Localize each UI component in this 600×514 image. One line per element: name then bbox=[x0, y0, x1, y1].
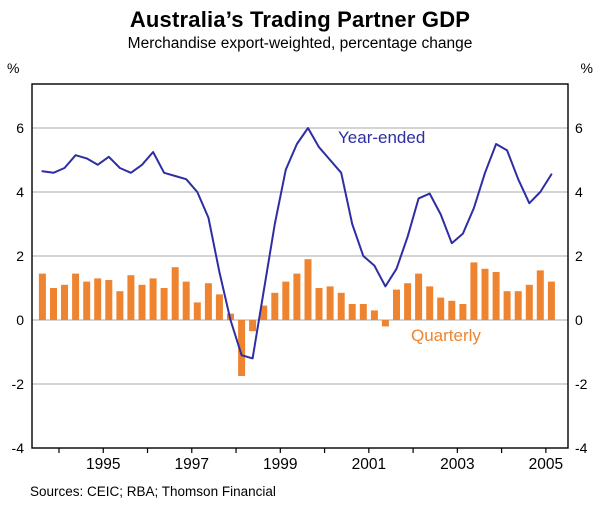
quarterly-bar bbox=[370, 310, 378, 320]
quarterly-bar bbox=[448, 300, 456, 320]
y-axis-label-right: 6 bbox=[575, 120, 583, 136]
quarterly-bar bbox=[393, 289, 400, 320]
quarterly-bar bbox=[492, 272, 500, 320]
annotation-year-ended: Year-ended bbox=[338, 128, 426, 147]
y-axis-unit-right: % bbox=[580, 60, 593, 76]
y-axis-label-left: 4 bbox=[16, 184, 24, 200]
quarterly-bar bbox=[127, 275, 135, 320]
quarterly-bar bbox=[503, 291, 511, 320]
plot-border bbox=[31, 83, 569, 449]
quarterly-bar bbox=[238, 320, 246, 376]
y-axis-label-right: 2 bbox=[575, 248, 583, 264]
quarterly-bar bbox=[138, 284, 146, 320]
quarterly-bar bbox=[160, 288, 168, 320]
chart-subtitle: Merchandise export-weighted, percentage … bbox=[127, 35, 473, 52]
quarterly-bar bbox=[470, 262, 478, 320]
quarterly-bar bbox=[105, 280, 113, 320]
quarterly-bar bbox=[72, 273, 80, 320]
quarterly-bar bbox=[171, 267, 179, 320]
quarterly-bar bbox=[381, 320, 389, 327]
quarterly-bar bbox=[182, 281, 190, 320]
x-axis-label: 2001 bbox=[352, 456, 386, 473]
y-axis-label-left: -4 bbox=[12, 440, 25, 456]
quarterly-bar bbox=[404, 283, 412, 320]
y-axis-label-left: 0 bbox=[16, 312, 24, 328]
y-axis-label-right: -2 bbox=[575, 376, 588, 392]
quarterly-bar bbox=[304, 259, 312, 320]
quarterly-bar bbox=[437, 297, 445, 320]
y-axis-label-right: -4 bbox=[575, 440, 588, 456]
quarterly-bar bbox=[426, 286, 434, 320]
y-axis-label-right: 0 bbox=[575, 312, 583, 328]
y-axis-unit-left: % bbox=[7, 60, 20, 76]
quarterly-bar bbox=[38, 273, 46, 320]
quarterly-bar bbox=[116, 291, 124, 320]
quarterly-bar bbox=[204, 283, 212, 320]
x-axis-label: 1999 bbox=[263, 456, 297, 473]
x-axis-label: 2005 bbox=[529, 456, 563, 473]
quarterly-bar bbox=[525, 284, 533, 320]
quarterly-bar bbox=[348, 304, 356, 320]
y-axis-label-left: -2 bbox=[12, 376, 25, 392]
quarterly-bar bbox=[215, 294, 223, 320]
quarterly-bar bbox=[359, 304, 367, 320]
quarterly-bar bbox=[271, 292, 279, 320]
x-axis-label: 1997 bbox=[175, 456, 209, 473]
quarterly-bar bbox=[61, 284, 68, 320]
quarterly-bar bbox=[94, 278, 102, 320]
quarterly-bar bbox=[293, 273, 301, 320]
year-ended-line bbox=[41, 127, 553, 360]
y-axis-label-left: 6 bbox=[16, 120, 24, 136]
quarterly-bar bbox=[415, 273, 423, 320]
quarterly-bar bbox=[282, 281, 290, 320]
sources-note: Sources: CEIC; RBA; Thomson Financial bbox=[30, 484, 276, 499]
quarterly-bar bbox=[193, 302, 201, 320]
quarterly-bar bbox=[83, 281, 91, 320]
y-axis-label-right: 4 bbox=[575, 184, 583, 200]
quarterly-bar bbox=[459, 304, 467, 320]
annotation-quarterly: Quarterly bbox=[411, 326, 481, 345]
quarterly-bar bbox=[514, 291, 522, 320]
quarterly-bar bbox=[337, 292, 345, 320]
quarterly-bar bbox=[547, 281, 555, 320]
quarterly-bar bbox=[536, 270, 544, 320]
quarterly-bar bbox=[481, 268, 489, 320]
quarterly-bar bbox=[249, 320, 257, 332]
quarterly-bar bbox=[149, 278, 157, 320]
y-axis-label-left: 2 bbox=[16, 248, 24, 264]
quarterly-bar bbox=[326, 286, 334, 320]
quarterly-bar bbox=[315, 288, 323, 320]
x-axis-label: 1995 bbox=[86, 456, 120, 473]
chart-title: Australia’s Trading Partner GDP bbox=[129, 7, 471, 32]
x-axis-label: 2003 bbox=[440, 456, 474, 473]
quarterly-bar bbox=[50, 288, 57, 320]
quarterly-bar bbox=[260, 305, 268, 320]
